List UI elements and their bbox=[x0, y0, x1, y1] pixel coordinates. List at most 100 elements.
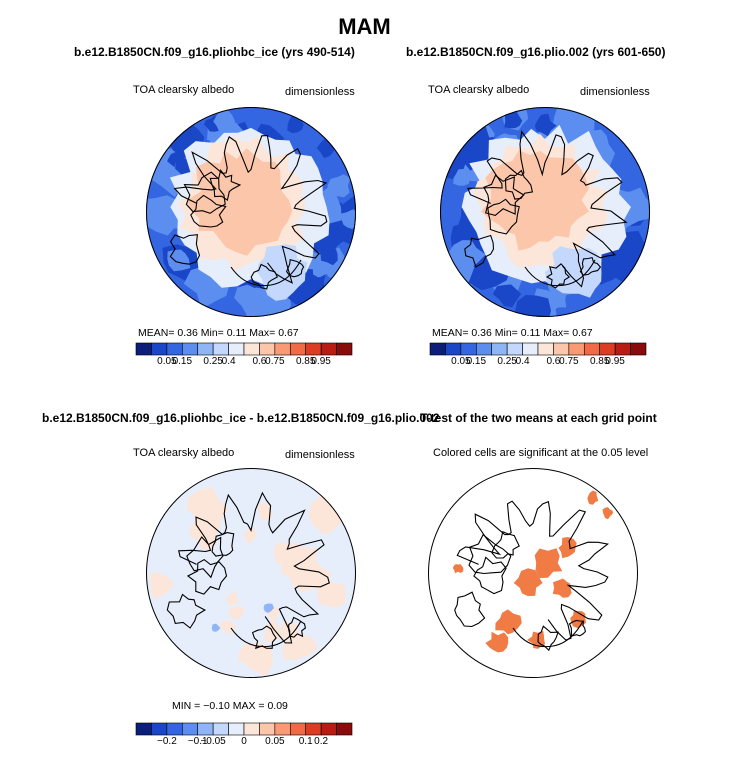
panel-1-island-5 bbox=[285, 259, 305, 278]
panel-1-europe-band bbox=[257, 244, 308, 301]
panel-3-colorbar-box bbox=[135, 722, 152, 736]
panel-2-title: b.e12.B1850CN.f09_g16.plio.002 (yrs 601-… bbox=[406, 45, 666, 59]
panel-2-island-0 bbox=[483, 174, 525, 217]
panel-3-colorbar-tick-label: 0 bbox=[241, 736, 247, 747]
panel-1-island-0 bbox=[183, 171, 226, 214]
panel-3-colorbar-box bbox=[166, 722, 183, 736]
panel-3-negative-patch bbox=[263, 603, 274, 613]
panel-3-colorbar-box bbox=[274, 722, 291, 736]
panel-2-map-border bbox=[440, 107, 650, 317]
panel-1-colorbar-box bbox=[181, 342, 199, 356]
panel-2-min-label: Min= bbox=[494, 327, 521, 339]
panel-3-colorbar-box bbox=[305, 722, 322, 736]
panel-3-max-value: 0.09 bbox=[267, 700, 288, 712]
panel-2-colorbar-tick-label: 0.4 bbox=[516, 356, 530, 367]
panel-3-colorbar-box bbox=[259, 722, 276, 736]
panel-4-subtitle: Colored cells are significant at the 0.0… bbox=[433, 447, 649, 459]
panel-1-min-value: 0.11 bbox=[226, 327, 250, 339]
panel-1-scandinavia-coast bbox=[230, 259, 302, 287]
panel-4-significant-cell bbox=[602, 507, 614, 520]
panel-4-map bbox=[428, 468, 638, 678]
figure-title: MAM bbox=[338, 14, 391, 39]
panel-3-positive-patch bbox=[257, 503, 273, 521]
panel-2-colorbar-tick-label: 0.05 bbox=[451, 356, 471, 367]
panel-1-title: b.e12.B1850CN.f09_g16.pliohbc_ice (yrs 4… bbox=[74, 45, 355, 59]
panel-1-patch bbox=[167, 249, 191, 272]
panel-1-colorbar-box bbox=[259, 342, 276, 356]
panel-4-island-3 bbox=[454, 591, 486, 628]
panel-3-colorbar-tick-label: 0.1 bbox=[299, 736, 313, 747]
panel-3-colorbar-tick-label: 0.2 bbox=[314, 736, 328, 747]
panel-2-island-3 bbox=[464, 234, 495, 268]
panel-3-positive-patch bbox=[238, 644, 259, 663]
panel-2-colorbar-box bbox=[583, 342, 601, 356]
panel-3-colorbar-box bbox=[181, 722, 199, 736]
panel-4-scandinavia-coast bbox=[512, 620, 584, 648]
panel-4-island-5 bbox=[568, 619, 587, 637]
panel-3-island-4 bbox=[251, 625, 277, 650]
panel-2-coastlines bbox=[464, 130, 628, 289]
panel-2-island-1 bbox=[487, 198, 520, 235]
panel-1-colorbar: 0.050.15 0.250.4 0.60.75 0.850.95 bbox=[135, 342, 353, 367]
panel-2-colorbar-box bbox=[491, 342, 508, 356]
panel-1-coastlines bbox=[169, 135, 328, 290]
panel-2-colorbar-box bbox=[445, 342, 462, 356]
panel-3-map bbox=[146, 468, 356, 678]
panel-3-positive-patch bbox=[264, 621, 283, 643]
panel-1-units-label: dimensionless bbox=[285, 86, 355, 98]
panel-3-scandinavia-coast bbox=[230, 620, 302, 648]
panel-2-units-label: dimensionless bbox=[580, 86, 650, 98]
panel-1-max-label: Max= bbox=[249, 327, 279, 339]
panel-3-min-label: MIN = bbox=[172, 700, 204, 712]
panel-2-colorbar: 0.050.15 0.250.4 0.60.75 0.850.95 bbox=[429, 342, 647, 367]
panel-1-mean-value: 0.36 bbox=[177, 327, 201, 339]
panel-2-arctic-ice bbox=[481, 150, 589, 251]
panel-4-significant-cell bbox=[552, 578, 572, 598]
panel-2-coastline bbox=[467, 130, 628, 288]
panel-3-colorbar-box bbox=[336, 722, 353, 736]
panel-3-island-2 bbox=[211, 532, 235, 557]
panel-4-significant-cell bbox=[587, 490, 599, 505]
panel-1-island-1 bbox=[190, 194, 227, 228]
panel-3-field-label: TOA clearsky albedo bbox=[133, 447, 235, 459]
panel-1-colorbar-tick-label: 0.4 bbox=[222, 356, 236, 367]
panel-1-patch bbox=[327, 174, 351, 198]
panel-2-patch bbox=[453, 168, 470, 186]
panel-3-colorbar-box bbox=[151, 722, 168, 736]
panel-2-stats: MEAN= 0.36 Min= 0.11 Max= 0.67 bbox=[432, 327, 593, 339]
panel-2-patch bbox=[504, 110, 523, 129]
panel-2-colorbar-box bbox=[599, 342, 616, 356]
panel-3-units-label: dimensionless bbox=[285, 449, 355, 461]
panel-1-colorbar-box bbox=[320, 342, 337, 356]
panel-3-positive-patch bbox=[316, 579, 346, 608]
panel-4-island-1 bbox=[473, 556, 507, 595]
panel-4-significant-cell bbox=[485, 631, 509, 653]
panel-1-patch bbox=[243, 287, 277, 317]
panel-2-scandinavia-coast bbox=[524, 259, 596, 287]
panel-4-field bbox=[428, 468, 638, 678]
panel-2-mean-value: 0.36 bbox=[471, 327, 495, 339]
panel-1-island-2 bbox=[209, 169, 242, 201]
panel-3-coastlines bbox=[166, 491, 330, 650]
panel-2-min-value: 0.11 bbox=[520, 327, 544, 339]
panel-2-patch bbox=[515, 295, 551, 317]
panel-3-positive-patch bbox=[243, 527, 257, 544]
panel-3-field bbox=[146, 468, 356, 678]
panel-1-field bbox=[146, 107, 356, 317]
panel-1-colorbar-box bbox=[228, 342, 245, 356]
panel-2-patch bbox=[447, 240, 486, 268]
panel-3-island-0 bbox=[186, 536, 224, 579]
panel-1-patch bbox=[213, 109, 235, 133]
panel-1-map bbox=[146, 107, 356, 317]
panel-1-colorbar-tick-label: 0.85 bbox=[296, 356, 316, 367]
panel-4-significant-cell bbox=[452, 564, 464, 574]
panel-1-colorbar-box bbox=[274, 342, 291, 356]
panel-3-negative-patch bbox=[211, 623, 221, 632]
panel-1-colorbar-box bbox=[289, 342, 307, 356]
panel-1-map-border bbox=[146, 107, 356, 317]
panel-4-coastlines bbox=[454, 500, 610, 652]
panel-1-field-label: TOA clearsky albedo bbox=[133, 84, 235, 96]
panel-1-colorbar-box bbox=[243, 342, 260, 356]
panel-3-stats: MIN = −0.10 MAX = 0.09 bbox=[172, 700, 288, 712]
panel-2-colorbar-box bbox=[506, 342, 523, 356]
